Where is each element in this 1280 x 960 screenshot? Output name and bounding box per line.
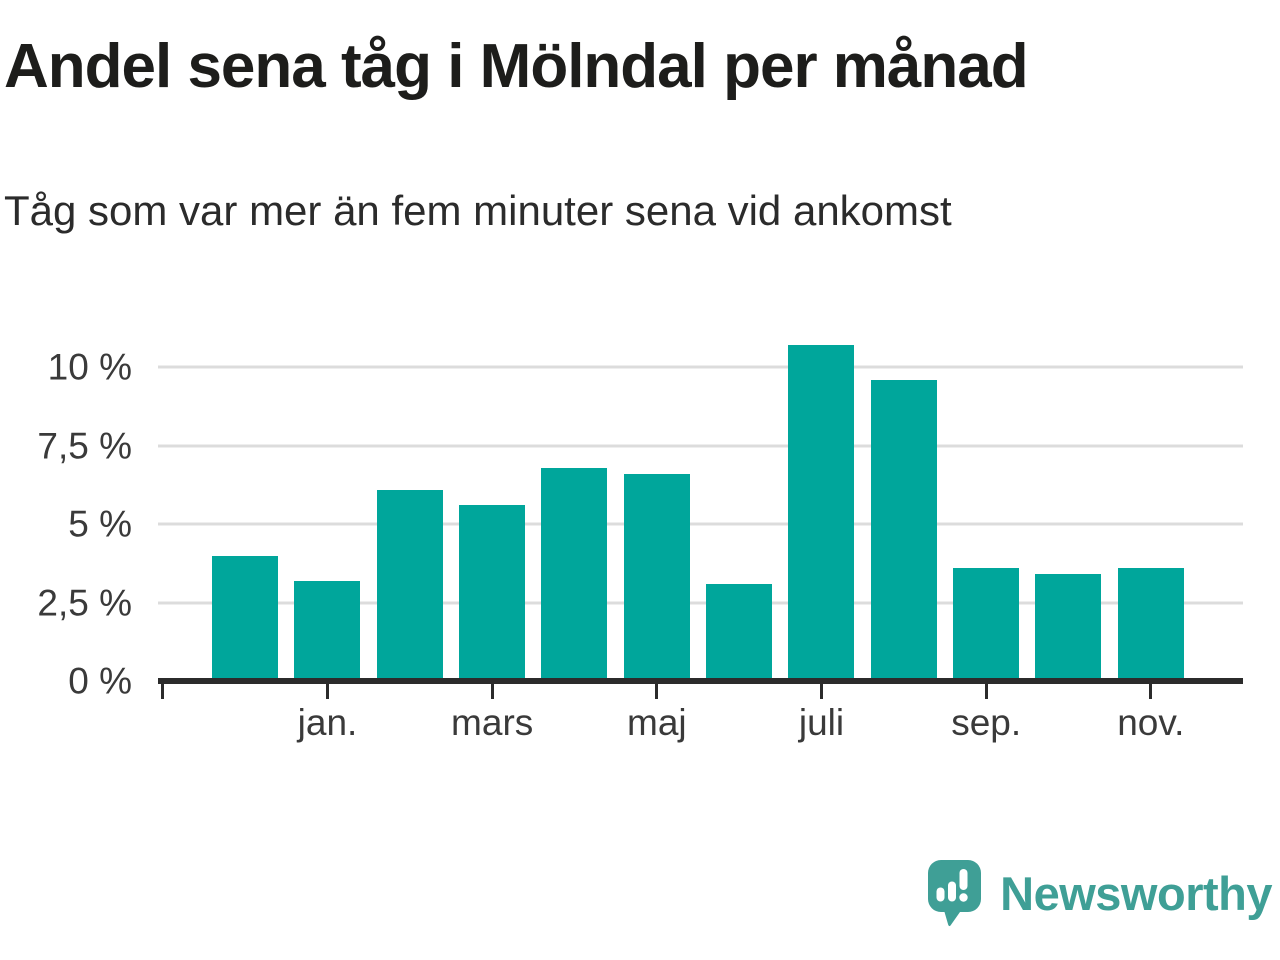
x-tick: [1149, 684, 1153, 699]
bar-nov: [1117, 568, 1184, 681]
bar-slot: [369, 336, 451, 681]
x-tick-label: maj: [627, 702, 687, 743]
y-tick-label: 10 %: [47, 346, 132, 388]
x-tick-label: jan.: [297, 702, 358, 743]
bar-maj: [623, 474, 690, 681]
y-axis-labels: 0 % 2,5 % 5 % 7,5 % 10 %: [0, 336, 132, 700]
x-tick-label: mars: [451, 702, 534, 743]
bar-apr: [541, 467, 608, 681]
y-tick-label: 7,5 %: [37, 425, 132, 467]
bar-slot: [863, 336, 945, 681]
bar-sep: [953, 568, 1020, 681]
x-axis-line: [158, 678, 1243, 684]
x-tick-label: juli: [798, 702, 845, 743]
x-axis-labels: jan. mars maj juli sep. nov.: [158, 701, 1243, 751]
bar-okt: [1035, 574, 1102, 681]
bar-slot: [616, 336, 698, 681]
gridline-10: [158, 365, 1243, 369]
y-tick-label: 2,5 %: [37, 582, 132, 624]
y-tick-label: 0 %: [68, 660, 132, 702]
y-tick-label: 5 %: [68, 503, 132, 545]
bar-slot: [1110, 336, 1192, 681]
chart-title: Andel sena tåg i Mölndal per månad: [4, 32, 1029, 101]
bars-row: [158, 336, 1243, 681]
chart-subtitle: Tåg som var mer än fem minuter sena vid …: [4, 187, 952, 234]
bar-slot: [286, 336, 368, 681]
bar-slot: [698, 336, 780, 681]
bar-juni: [706, 583, 773, 681]
gridline-5: [158, 522, 1243, 526]
bar-feb: [376, 489, 443, 681]
x-axis-ticks: [158, 684, 1243, 699]
newsworthy-logo-text: Newsworthy: [1000, 867, 1272, 920]
plot-area: [158, 336, 1243, 681]
x-tick: [326, 684, 329, 699]
bar-slot: [945, 336, 1027, 681]
x-tick: [820, 684, 823, 699]
bar-jan: [294, 580, 361, 681]
x-tick-label: nov.: [1117, 702, 1185, 743]
x-tick: [655, 684, 659, 699]
bar-slot: [780, 336, 862, 681]
newsworthy-logo: Newsworthy: [928, 860, 1272, 927]
bar-aug: [870, 379, 937, 681]
x-tick: [161, 684, 165, 699]
bar-slot: [451, 336, 533, 681]
x-tick: [984, 684, 988, 699]
bar-dec: [212, 555, 279, 681]
bar-mars: [459, 505, 526, 681]
bar-slot: [533, 336, 615, 681]
gridline-7.5: [158, 444, 1243, 448]
bar-slot: [1027, 336, 1109, 681]
bar-juli: [788, 345, 855, 681]
newsworthy-speech-bubble-bar-chart-icon: [928, 860, 982, 927]
x-tick: [490, 684, 494, 699]
gridline-2.5: [158, 601, 1243, 605]
x-tick-label: sep.: [951, 702, 1022, 743]
bar-slot: [204, 336, 286, 681]
